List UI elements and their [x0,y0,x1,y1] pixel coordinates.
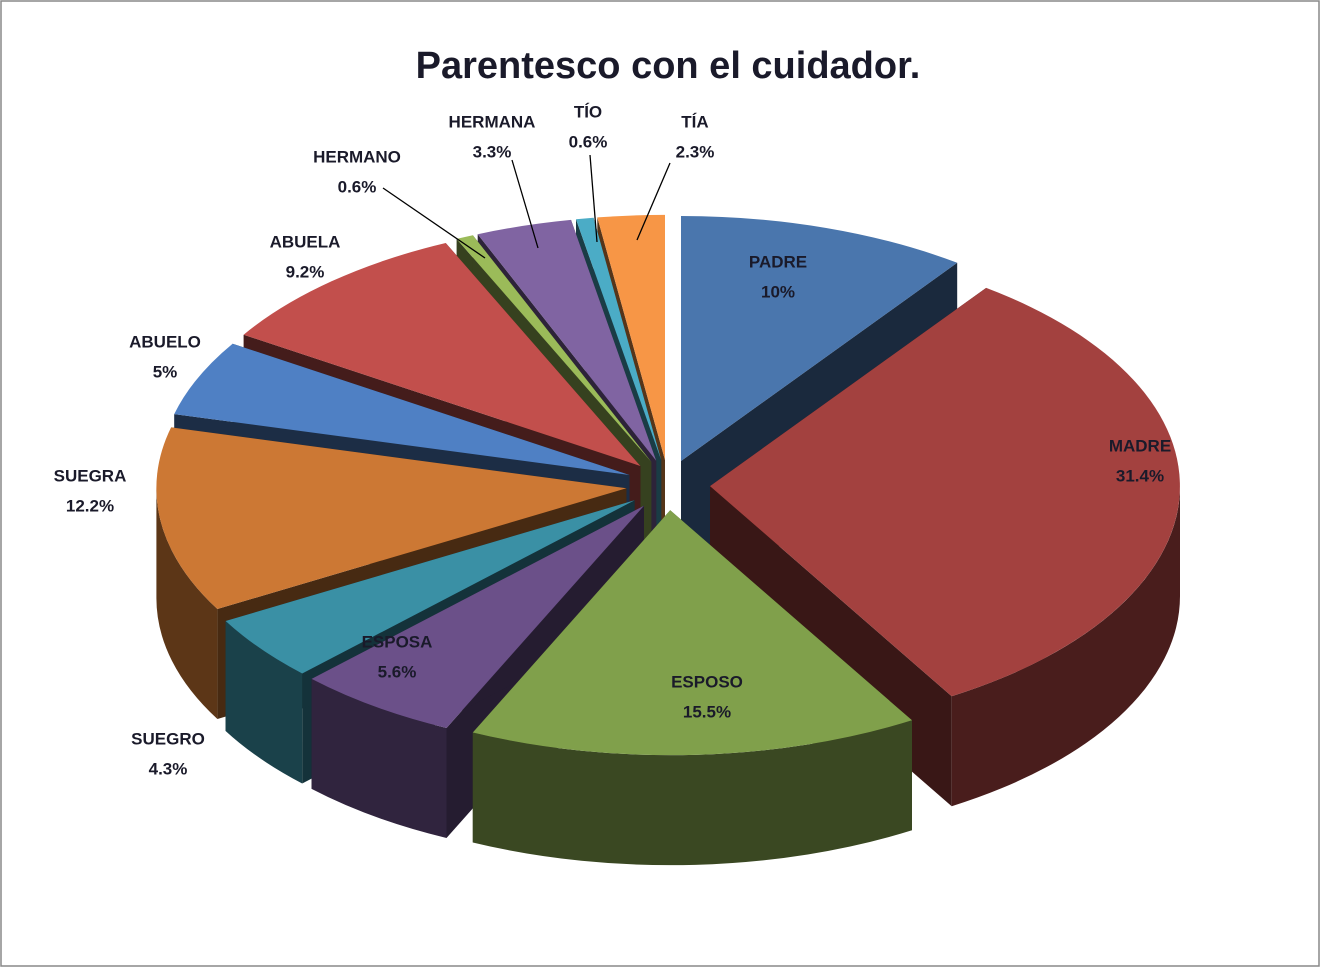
slice-top [597,214,665,460]
slice-top [225,500,635,674]
category-label: ABUELA [270,232,341,251]
slice-top [456,235,652,462]
slice-top [472,510,912,756]
slice-top [681,216,958,461]
leader-line [511,159,539,249]
slice-top [243,243,641,466]
data-label: 12.2% [66,496,114,515]
data-label: 0.6% [338,177,377,196]
slice-top [477,219,657,461]
leader-line [382,187,486,259]
leader-line [589,154,598,243]
data-label: 4.3% [149,759,188,778]
data-label: 15.5% [683,702,731,721]
category-label: HERMANA [449,112,536,131]
slice-top [156,427,627,609]
category-label: MADRE [1109,436,1171,455]
slice-wall [311,678,447,838]
category-label: PADRE [749,252,807,271]
category-label: ABUELO [129,332,201,351]
pie [156,214,1180,866]
data-label: 2.3% [676,142,715,161]
category-label: SUEGRO [131,729,205,748]
data-label: 5.6% [378,662,417,681]
slice [710,287,1180,807]
slice-wall [156,488,218,719]
leader-line [636,162,671,241]
data-label: 9.2% [286,262,325,281]
data-label: 31.4% [1116,466,1164,485]
category-label: ESPOSO [671,672,743,691]
slice-top [576,217,662,461]
slice-wall [472,720,912,866]
slice-wall [951,486,1180,807]
labels: PADRE 10% MADRE 31.4% ESPOSO 15.5% ESPOSA 5.6% S… [54,102,1172,778]
category-label: TÍA [681,112,708,131]
slice [472,510,912,866]
category-label: SUEGRA [54,466,127,485]
chart-title: Parentesco con el cuidador. [416,45,921,87]
data-label: 0.6% [569,132,608,151]
category-label: ESPOSA [362,632,433,651]
data-label: 3.3% [473,142,512,161]
slice-top [174,343,630,475]
slice-wall [225,621,303,784]
category-label: HERMANO [313,147,401,166]
slice-top [710,287,1180,697]
data-label: 10% [761,282,795,301]
data-label: 5% [153,362,178,381]
category-label: TÍO [574,102,602,121]
slice-top [311,505,644,728]
